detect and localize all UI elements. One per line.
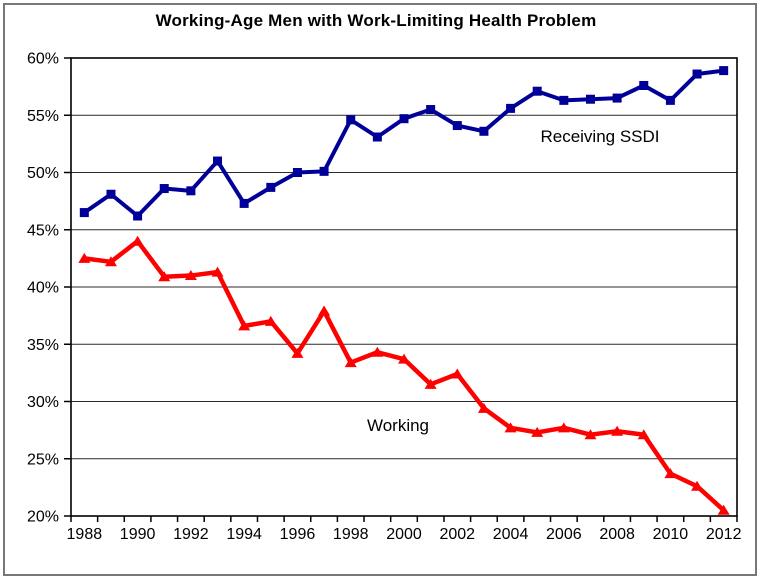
marker-working	[238, 320, 251, 331]
x-axis-label: 2000	[386, 526, 422, 543]
marker-receiving-ssdi	[346, 115, 356, 125]
marker-working	[371, 346, 384, 357]
marker-receiving-ssdi	[399, 114, 409, 124]
marker-receiving-ssdi	[585, 94, 595, 104]
marker-receiving-ssdi	[559, 95, 569, 105]
marker-working	[424, 378, 437, 389]
marker-receiving-ssdi	[692, 69, 702, 79]
marker-working	[184, 270, 197, 281]
marker-receiving-ssdi	[133, 211, 143, 221]
marker-working	[158, 271, 171, 282]
marker-receiving-ssdi	[266, 182, 276, 192]
x-axis-label: 1996	[280, 526, 316, 543]
marker-working	[131, 235, 144, 246]
y-axis-label: 35%	[27, 337, 59, 354]
x-axis-label: 2006	[546, 526, 582, 543]
marker-receiving-ssdi	[506, 103, 516, 113]
plot-border	[70, 57, 738, 517]
marker-working	[717, 504, 730, 515]
marker-working	[398, 353, 410, 364]
marker-working	[664, 468, 677, 479]
marker-receiving-ssdi	[239, 198, 249, 208]
marker-working	[264, 315, 277, 326]
marker-receiving-ssdi	[452, 121, 462, 131]
marker-working	[318, 305, 331, 316]
marker-working	[451, 368, 464, 379]
marker-receiving-ssdi	[479, 126, 489, 136]
marker-receiving-ssdi	[612, 93, 622, 103]
marker-working	[477, 402, 490, 413]
marker-receiving-ssdi	[719, 66, 729, 76]
marker-receiving-ssdi	[292, 168, 302, 177]
x-axis-label: 1988	[67, 526, 103, 543]
x-axis-label: 2010	[653, 526, 689, 543]
series-line-working	[84, 238, 726, 512]
y-axis-label: 50%	[27, 165, 59, 182]
marker-receiving-ssdi	[639, 80, 649, 90]
y-axis-label: 20%	[27, 509, 59, 526]
x-axis-label: 1990	[120, 526, 156, 543]
x-axis-label: 2002	[439, 526, 475, 543]
marker-working	[637, 429, 650, 440]
y-axis-label: 40%	[27, 280, 59, 297]
x-axis-label: 2008	[599, 526, 635, 543]
x-axis-label: 1998	[333, 526, 369, 543]
y-axis-label: 45%	[27, 222, 59, 239]
marker-working	[584, 429, 597, 440]
chart-title: Working-Age Men with Work-Limiting Healt…	[155, 11, 597, 30]
marker-working	[691, 480, 704, 491]
marker-receiving-ssdi	[665, 95, 675, 105]
marker-receiving-ssdi	[79, 208, 89, 218]
marker-working	[531, 426, 544, 437]
y-axis-label: 30%	[27, 394, 59, 411]
marker-working	[611, 425, 624, 436]
marker-receiving-ssdi	[106, 189, 116, 199]
marker-receiving-ssdi	[426, 105, 436, 115]
marker-working	[211, 266, 224, 277]
marker-receiving-ssdi	[319, 166, 329, 176]
y-axis-label: 25%	[27, 451, 59, 468]
marker-receiving-ssdi	[186, 186, 196, 196]
marker-receiving-ssdi	[372, 132, 382, 142]
marker-working	[557, 422, 570, 433]
marker-working	[78, 252, 91, 263]
x-axis-label: 1992	[173, 526, 209, 543]
marker-working	[504, 422, 517, 433]
y-axis-label: 55%	[27, 108, 59, 125]
x-axis-label: 1994	[226, 526, 262, 543]
marker-working	[291, 347, 304, 358]
marker-working	[104, 256, 117, 267]
marker-receiving-ssdi	[532, 86, 542, 96]
series-label-receiving-ssdi: Receiving SSDI	[540, 127, 660, 146]
x-axis-label: 2004	[493, 526, 529, 543]
marker-receiving-ssdi	[159, 184, 169, 194]
marker-receiving-ssdi	[213, 156, 223, 166]
y-axis-label: 60%	[27, 51, 59, 68]
x-axis-label: 2012	[706, 526, 742, 543]
series-label-working: Working	[366, 416, 430, 435]
marker-working	[344, 357, 357, 368]
